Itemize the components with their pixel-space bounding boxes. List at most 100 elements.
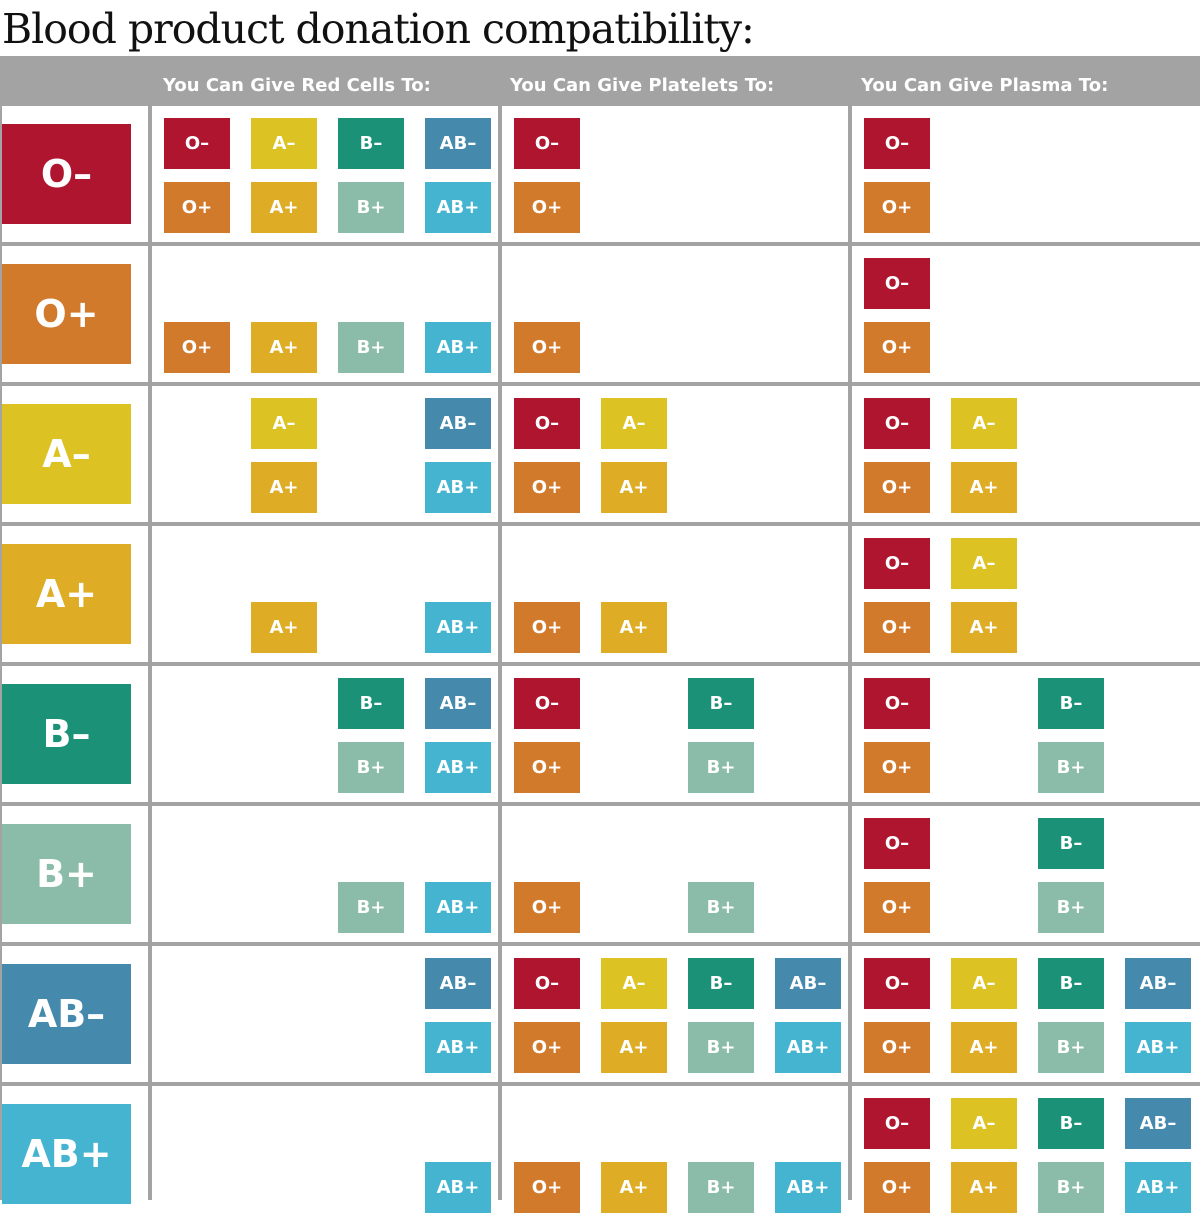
chip-ab-plus: AB+ [425, 182, 491, 233]
chip-o-plus: O+ [864, 882, 930, 933]
chip-b-plus: B+ [688, 1162, 754, 1213]
chip-a-minus: A– [601, 958, 667, 1009]
chip-a-plus: A+ [251, 322, 317, 373]
chip-ab-minus: AB– [1125, 1098, 1191, 1149]
chip-b-plus: B+ [1038, 1022, 1104, 1073]
cell-plasma: O– O+ [852, 246, 1200, 382]
chip-o-plus: O+ [514, 1022, 580, 1073]
chip-a-plus: A+ [251, 602, 317, 653]
cell-platelets: O– A– O+ A+ [502, 386, 848, 522]
cell-plasma: O– B– O+ B+ [852, 806, 1200, 942]
chip-o-minus: O– [864, 118, 930, 169]
chip-b-minus: B– [338, 678, 404, 729]
chip-ab-plus: AB+ [775, 1022, 841, 1073]
cell-red-cells: AB– AB+ [152, 946, 498, 1082]
chip-o-minus: O– [514, 398, 580, 449]
chip-ab-plus: AB+ [775, 1162, 841, 1213]
chip-o-minus: O– [864, 958, 930, 1009]
donor-label-ab-minus: AB– [2, 964, 131, 1064]
chip-o-plus: O+ [514, 462, 580, 513]
donor-label-a-minus: A– [2, 404, 131, 504]
chip-a-minus: A– [951, 538, 1017, 589]
cell-red-cells: AB+ [152, 1086, 498, 1222]
chip-a-plus: A+ [251, 462, 317, 513]
chip-o-plus: O+ [514, 882, 580, 933]
chip-o-plus: O+ [164, 182, 230, 233]
chip-o-minus: O– [864, 258, 930, 309]
cell-platelets: O+ A+ B+ AB+ [502, 1086, 848, 1222]
chip-ab-plus: AB+ [425, 322, 491, 373]
chip-o-plus: O+ [514, 1162, 580, 1213]
chip-ab-plus: AB+ [425, 602, 491, 653]
chip-o-plus: O+ [864, 182, 930, 233]
chip-o-plus: O+ [864, 1162, 930, 1213]
chip-ab-plus: AB+ [425, 462, 491, 513]
chip-ab-plus: AB+ [1125, 1162, 1191, 1213]
cell-platelets: O– B– O+ B+ [502, 666, 848, 802]
chip-o-plus: O+ [514, 322, 580, 373]
cell-plasma: O– A– B– AB– O+ A+ B+ AB+ [852, 946, 1200, 1082]
chip-a-plus: A+ [951, 1162, 1017, 1213]
chip-b-plus: B+ [338, 882, 404, 933]
chip-ab-plus: AB+ [425, 742, 491, 793]
chip-ab-minus: AB– [775, 958, 841, 1009]
cell-plasma: O– A– O+ A+ [852, 386, 1200, 522]
chip-a-plus: A+ [601, 1162, 667, 1213]
cell-red-cells: O+ A+ B+ AB+ [152, 246, 498, 382]
chip-a-plus: A+ [601, 462, 667, 513]
chip-o-plus: O+ [164, 322, 230, 373]
chip-ab-plus: AB+ [425, 1022, 491, 1073]
chip-ab-minus: AB– [425, 118, 491, 169]
chip-o-plus: O+ [514, 182, 580, 233]
cell-platelets: O+ A+ [502, 526, 848, 662]
chip-b-plus: B+ [688, 882, 754, 933]
chip-o-plus: O+ [864, 322, 930, 373]
chip-o-plus: O+ [864, 462, 930, 513]
cell-red-cells: O– A– B– AB– O+ A+ B+ AB+ [152, 106, 498, 242]
donor-label-o-plus: O+ [2, 264, 131, 364]
chip-b-minus: B– [1038, 958, 1104, 1009]
chip-a-plus: A+ [251, 182, 317, 233]
cell-red-cells: A– AB– A+ AB+ [152, 386, 498, 522]
chip-b-minus: B– [1038, 678, 1104, 729]
chip-o-plus: O+ [514, 742, 580, 793]
chip-a-minus: A– [601, 398, 667, 449]
chip-b-plus: B+ [688, 742, 754, 793]
chip-o-minus: O– [514, 678, 580, 729]
chip-ab-minus: AB– [425, 958, 491, 1009]
cell-platelets: O+ B+ [502, 806, 848, 942]
header-red-cells: You Can Give Red Cells To: [163, 75, 431, 96]
chip-a-minus: A– [251, 118, 317, 169]
chip-a-minus: A– [951, 958, 1017, 1009]
donor-label-b-minus: B– [2, 684, 131, 784]
cell-platelets: O– O+ [502, 106, 848, 242]
chip-a-minus: A– [951, 398, 1017, 449]
cell-plasma: O– B– O+ B+ [852, 666, 1200, 802]
chip-o-minus: O– [864, 678, 930, 729]
chip-b-plus: B+ [338, 322, 404, 373]
donor-label-ab-plus: AB+ [2, 1104, 131, 1204]
chip-ab-plus: AB+ [425, 1162, 491, 1213]
chip-a-minus: A– [951, 1098, 1017, 1149]
cell-plasma: O– O+ [852, 106, 1200, 242]
cell-plasma: O– A– B– AB– O+ A+ B+ AB+ [852, 1086, 1200, 1222]
chip-b-plus: B+ [338, 182, 404, 233]
chip-a-plus: A+ [601, 602, 667, 653]
chip-a-plus: A+ [601, 1022, 667, 1073]
chip-o-minus: O– [164, 118, 230, 169]
chip-b-minus: B– [688, 678, 754, 729]
chip-b-minus: B– [1038, 818, 1104, 869]
chip-a-minus: A– [251, 398, 317, 449]
donor-label-b-plus: B+ [2, 824, 131, 924]
chip-b-plus: B+ [338, 742, 404, 793]
chip-o-minus: O– [864, 398, 930, 449]
compatibility-table: You Can Give Red Cells To: You Can Give … [0, 56, 1200, 1222]
chip-a-plus: A+ [951, 602, 1017, 653]
chip-o-plus: O+ [864, 1022, 930, 1073]
chip-o-minus: O– [864, 1098, 930, 1149]
donor-label-a-plus: A+ [2, 544, 131, 644]
chip-o-minus: O– [864, 818, 930, 869]
cell-red-cells: A+ AB+ [152, 526, 498, 662]
chip-b-plus: B+ [1038, 742, 1104, 793]
cell-platelets: O– A– B– AB– O+ A+ B+ AB+ [502, 946, 848, 1082]
